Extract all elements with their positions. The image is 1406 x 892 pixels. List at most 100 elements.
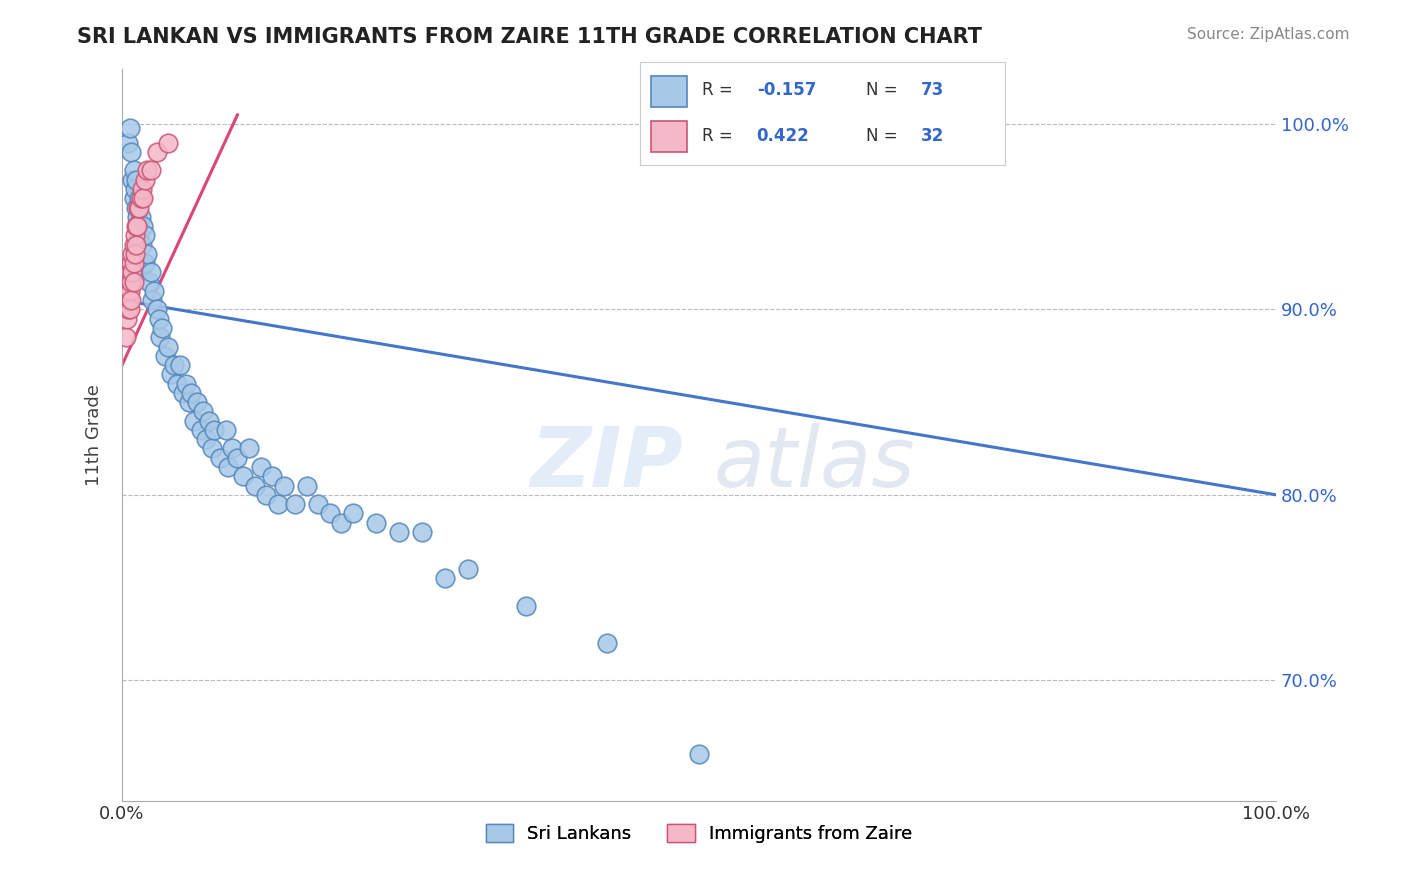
Legend: Sri Lankans, Immigrants from Zaire: Sri Lankans, Immigrants from Zaire (478, 816, 920, 850)
Point (221, 442, 243, 456)
Point (249, 460, 271, 475)
Point (209, 450, 232, 465)
Point (148, 311, 170, 326)
Point (122, 237, 145, 252)
Text: 0.422: 0.422 (756, 128, 810, 145)
Point (136, 163, 159, 178)
Point (117, 136, 139, 150)
Point (434, 571, 457, 585)
Point (120, 265, 142, 279)
Point (153, 349, 176, 363)
Point (254, 488, 277, 502)
Point (134, 172, 156, 186)
Point (157, 136, 180, 150)
Point (125, 210, 148, 224)
Point (243, 478, 266, 492)
Point (145, 145, 167, 159)
Point (141, 293, 163, 308)
Point (117, 302, 139, 317)
Point (197, 414, 219, 428)
Point (127, 201, 149, 215)
Point (132, 256, 155, 270)
Text: N =: N = (866, 128, 903, 145)
Point (115, 311, 138, 326)
Point (127, 219, 149, 233)
Point (128, 201, 150, 215)
Point (134, 228, 156, 243)
Point (125, 219, 148, 233)
Point (284, 497, 307, 511)
Text: 73: 73 (921, 81, 945, 99)
Point (688, 747, 710, 762)
Point (120, 145, 142, 159)
Point (273, 478, 295, 492)
Point (149, 330, 172, 344)
Point (122, 275, 145, 289)
Point (121, 172, 143, 186)
Point (319, 506, 342, 520)
Point (364, 516, 387, 530)
Point (118, 275, 141, 289)
Point (132, 219, 155, 233)
Point (139, 163, 162, 178)
Point (118, 293, 141, 308)
Point (121, 265, 143, 279)
Point (129, 210, 152, 224)
Point (195, 432, 218, 446)
Point (177, 395, 200, 409)
Point (180, 385, 202, 400)
Text: atlas: atlas (714, 424, 915, 504)
Point (202, 423, 225, 437)
Point (226, 450, 249, 465)
Point (117, 284, 139, 298)
Point (152, 321, 174, 335)
Point (330, 516, 353, 530)
Point (125, 172, 148, 186)
Point (120, 293, 142, 308)
Point (457, 562, 479, 576)
Point (596, 636, 619, 650)
Point (217, 460, 239, 475)
Point (515, 599, 537, 613)
Point (139, 265, 162, 279)
Point (166, 376, 188, 391)
FancyBboxPatch shape (651, 76, 688, 106)
Point (131, 237, 153, 252)
Point (128, 191, 150, 205)
Point (186, 395, 208, 409)
Point (128, 228, 150, 243)
Text: N =: N = (866, 81, 903, 99)
Point (411, 524, 433, 539)
Point (201, 442, 224, 456)
Point (232, 469, 254, 483)
Point (120, 120, 142, 135)
Text: R =: R = (702, 128, 738, 145)
Point (174, 376, 197, 391)
Point (120, 256, 142, 270)
Point (124, 182, 146, 196)
Text: ZIP: ZIP (530, 424, 683, 504)
FancyBboxPatch shape (651, 121, 688, 152)
Point (143, 284, 166, 298)
Point (267, 497, 290, 511)
Point (120, 302, 142, 317)
Y-axis label: 11th Grade: 11th Grade (86, 384, 103, 485)
Point (122, 191, 145, 205)
Point (120, 275, 142, 289)
Point (132, 191, 155, 205)
Point (295, 478, 318, 492)
Point (131, 182, 153, 196)
Point (136, 247, 159, 261)
Point (129, 191, 152, 205)
Text: Source: ZipAtlas.com: Source: ZipAtlas.com (1187, 27, 1350, 42)
Point (190, 423, 212, 437)
Point (307, 497, 329, 511)
Point (124, 247, 146, 261)
Point (121, 247, 143, 261)
Point (120, 284, 142, 298)
Text: R =: R = (702, 81, 738, 99)
Point (238, 442, 260, 456)
Point (125, 201, 148, 215)
Point (157, 339, 180, 353)
Point (138, 275, 160, 289)
